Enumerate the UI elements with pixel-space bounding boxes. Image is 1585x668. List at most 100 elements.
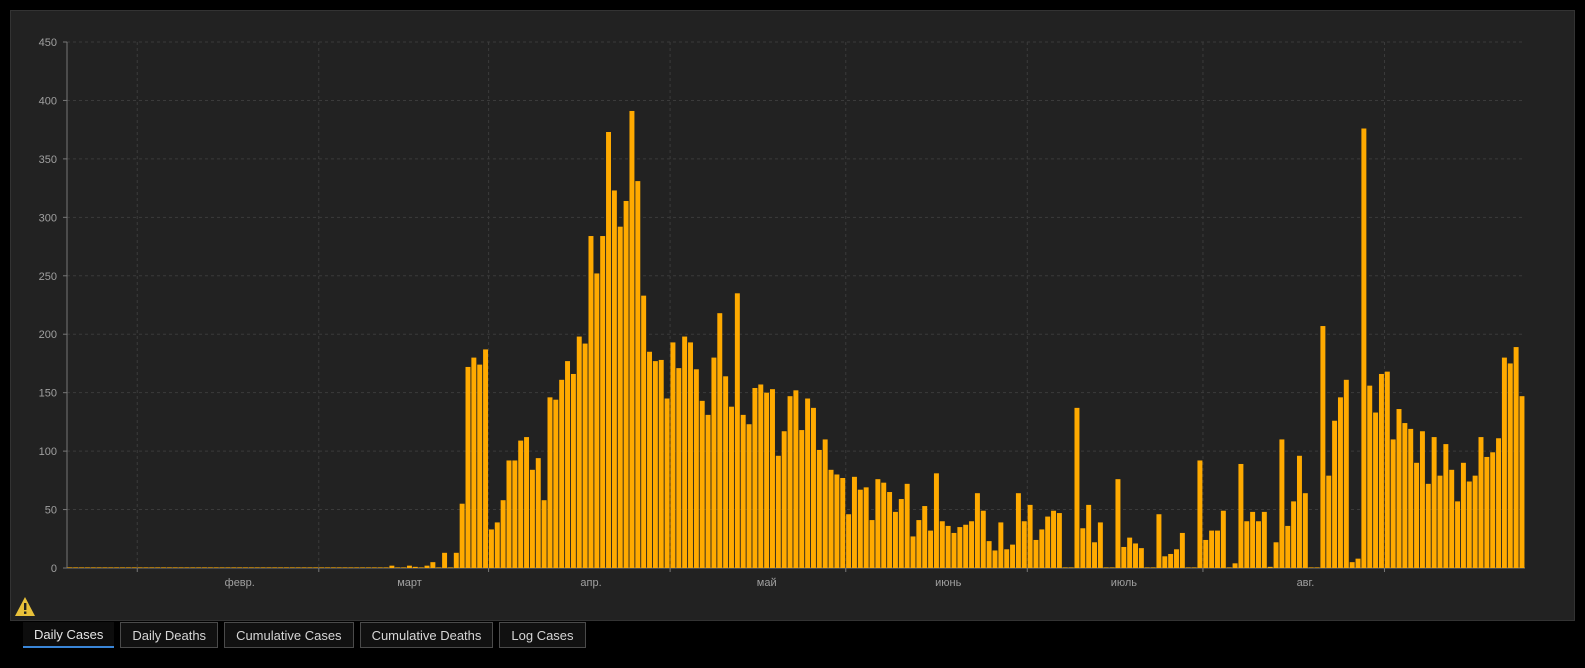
bar[interactable]	[1062, 567, 1068, 568]
bar[interactable]	[857, 489, 863, 568]
bar[interactable]	[939, 521, 945, 568]
bar[interactable]	[389, 565, 395, 568]
bar[interactable]	[120, 567, 126, 568]
bar[interactable]	[1455, 501, 1461, 568]
bar[interactable]	[1513, 347, 1519, 568]
bar[interactable]	[740, 414, 746, 568]
bar[interactable]	[881, 482, 887, 568]
bar[interactable]	[1215, 530, 1220, 568]
bar[interactable]	[576, 336, 582, 568]
bar[interactable]	[1244, 521, 1250, 568]
bar[interactable]	[383, 567, 389, 568]
bar[interactable]	[535, 458, 541, 568]
bar[interactable]	[102, 567, 108, 568]
bar[interactable]	[1056, 513, 1062, 568]
bar[interactable]	[324, 567, 330, 568]
bar[interactable]	[1302, 493, 1308, 568]
bar[interactable]	[301, 567, 307, 568]
bar[interactable]	[67, 567, 73, 568]
bar[interactable]	[1496, 438, 1502, 568]
bar[interactable]	[617, 226, 623, 568]
bar[interactable]	[664, 398, 670, 568]
bar[interactable]	[559, 379, 565, 568]
bar[interactable]	[1490, 452, 1496, 568]
bar[interactable]	[84, 567, 90, 568]
bar[interactable]	[729, 406, 734, 568]
bar[interactable]	[1074, 407, 1080, 568]
bar[interactable]	[295, 567, 301, 568]
bar[interactable]	[775, 455, 781, 568]
bar[interactable]	[541, 500, 547, 568]
bar[interactable]	[166, 567, 172, 568]
bar[interactable]	[1156, 514, 1162, 568]
tab-daily-cases[interactable]: Daily Cases	[23, 622, 115, 648]
bar[interactable]	[933, 473, 939, 568]
bar[interactable]	[816, 449, 822, 568]
bar[interactable]	[471, 357, 477, 568]
bar[interactable]	[1343, 379, 1349, 568]
bar[interactable]	[1279, 439, 1285, 568]
bar[interactable]	[1443, 444, 1449, 568]
bar[interactable]	[1039, 529, 1045, 568]
bar[interactable]	[1320, 326, 1326, 568]
bar[interactable]	[1361, 128, 1367, 568]
bar[interactable]	[629, 110, 635, 568]
bar[interactable]	[1051, 510, 1057, 568]
bar[interactable]	[1127, 537, 1133, 568]
bar[interactable]	[822, 439, 828, 568]
bar[interactable]	[723, 376, 729, 568]
bar[interactable]	[1086, 504, 1092, 568]
bar[interactable]	[898, 499, 904, 568]
bar[interactable]	[1197, 460, 1203, 568]
bar[interactable]	[1337, 397, 1343, 568]
bar-series[interactable]	[67, 110, 1525, 569]
bar[interactable]	[1232, 563, 1238, 568]
bar[interactable]	[851, 476, 857, 568]
bar[interactable]	[1367, 385, 1373, 568]
bar[interactable]	[582, 343, 588, 568]
bar[interactable]	[1256, 521, 1261, 568]
bar[interactable]	[1472, 475, 1478, 568]
bar[interactable]	[998, 522, 1004, 568]
bar[interactable]	[945, 525, 951, 568]
bar[interactable]	[1115, 479, 1121, 568]
bar[interactable]	[963, 524, 969, 568]
bar[interactable]	[336, 567, 342, 568]
bar[interactable]	[746, 424, 752, 568]
bar[interactable]	[1466, 481, 1472, 568]
bar[interactable]	[1097, 522, 1103, 568]
bar[interactable]	[1507, 363, 1513, 568]
bar[interactable]	[465, 366, 471, 568]
bar[interactable]	[635, 181, 641, 568]
bar[interactable]	[248, 567, 254, 568]
bar[interactable]	[488, 529, 494, 568]
bar[interactable]	[1238, 463, 1244, 568]
bar[interactable]	[928, 530, 934, 568]
bar[interactable]	[184, 567, 190, 568]
bar[interactable]	[1314, 567, 1320, 568]
bar[interactable]	[430, 562, 436, 568]
bar[interactable]	[980, 510, 986, 568]
bar[interactable]	[547, 397, 553, 568]
bar[interactable]	[436, 567, 442, 568]
bar[interactable]	[863, 487, 869, 568]
bar[interactable]	[1390, 439, 1396, 568]
bar[interactable]	[284, 567, 289, 568]
bar[interactable]	[260, 567, 266, 568]
bar[interactable]	[682, 336, 688, 568]
tab-log-cases[interactable]: Log Cases	[499, 622, 586, 648]
bar[interactable]	[1068, 567, 1074, 568]
bar[interactable]	[1419, 431, 1425, 568]
bar[interactable]	[453, 552, 459, 568]
bar[interactable]	[1045, 516, 1051, 568]
bar[interactable]	[1308, 567, 1314, 568]
bar[interactable]	[1349, 562, 1355, 568]
bar[interactable]	[892, 511, 898, 568]
bar[interactable]	[810, 407, 816, 568]
bar[interactable]	[1437, 475, 1443, 568]
bar[interactable]	[904, 483, 910, 568]
bar[interactable]	[793, 390, 799, 568]
bar[interactable]	[1373, 412, 1379, 568]
bar[interactable]	[1138, 548, 1144, 568]
bar[interactable]	[1162, 556, 1168, 568]
